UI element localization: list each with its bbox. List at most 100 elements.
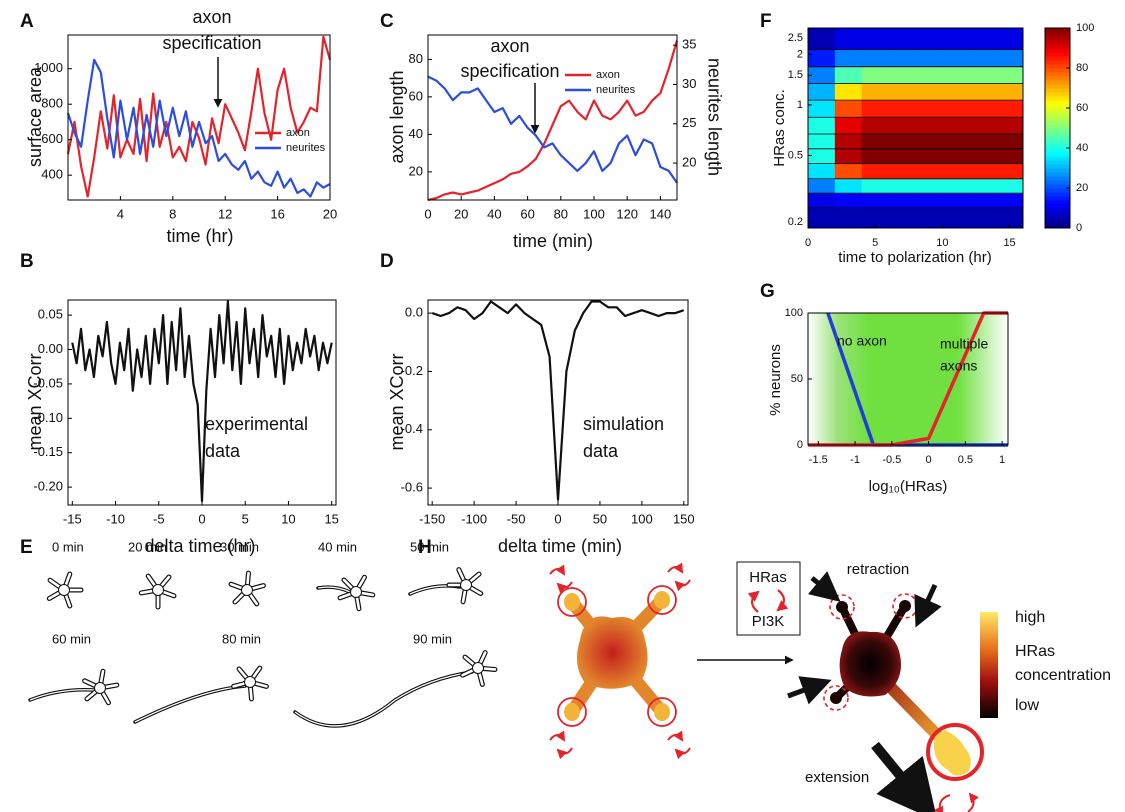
heatmap-cell: [996, 49, 1024, 68]
colorbar-step: [1045, 112, 1070, 117]
heatmap-cell: [942, 100, 970, 118]
heatmap-cell: [996, 134, 1024, 150]
tip-ring: [557, 697, 587, 727]
heatmap-cell: [996, 66, 1024, 84]
axon-outline: [133, 684, 247, 724]
panel-letter: H: [418, 537, 432, 558]
heatmap-cell: [861, 193, 890, 209]
heatmap-cell: [996, 100, 1024, 118]
x-tick-label: -50: [507, 511, 526, 526]
heatmap-cell: [915, 134, 943, 150]
y-axis-label: surface area: [25, 66, 45, 167]
heatmap-cell: [834, 163, 863, 180]
heatmap-cell: [808, 178, 836, 194]
heatmap-cell: [888, 178, 916, 194]
x-tick-label: 15: [1003, 237, 1015, 249]
colorbar-step: [1045, 36, 1070, 41]
heatmap-cell: [888, 83, 916, 101]
heatmap-cell: [996, 83, 1024, 101]
cycle-arrow: [556, 581, 573, 594]
y-axis-label: mean XCorr: [25, 353, 45, 450]
time-label: 60 min: [52, 631, 91, 646]
x-axis-label: time (min): [513, 231, 593, 251]
y-tick-label: 600: [41, 131, 63, 146]
colorbar-step: [1045, 56, 1070, 61]
colorbar-step: [1045, 76, 1070, 81]
heatmap-cell: [915, 178, 943, 194]
y-tick-label: 0: [797, 439, 803, 451]
neurite-tip: [564, 593, 580, 611]
heatmap-cell: [942, 178, 970, 194]
heatmap-cell: [888, 148, 916, 165]
y-tick-label: 0.0: [405, 305, 423, 320]
neurite-tip: [654, 703, 670, 721]
soma: [58, 584, 70, 596]
heatmap-cell: [915, 28, 943, 51]
x-tick-label: -10: [106, 511, 125, 526]
heatmap-cell: [888, 163, 916, 180]
annotation: axons: [940, 358, 977, 374]
panel-letter: E: [20, 537, 33, 558]
heatmap-cell: [808, 163, 836, 180]
legend-label: neurites: [286, 142, 326, 154]
x-tick-label: 8: [169, 206, 176, 221]
loop-arrow: [747, 590, 760, 613]
x-tick-label: -5: [153, 511, 165, 526]
heatmap-cell: [996, 207, 1024, 229]
colorbar-step: [1045, 152, 1070, 157]
cycle-arrow: [667, 730, 684, 742]
heatmap-cell: [834, 193, 863, 209]
time-label: 90 min: [413, 631, 452, 646]
y-tick-label: -0.4: [401, 421, 423, 436]
annotation: multiple: [940, 336, 988, 352]
legend-low: low: [1015, 697, 1039, 714]
heatmap-cell: [942, 117, 970, 135]
colorbar-step: [1045, 60, 1070, 65]
heatmap-cell: [834, 117, 863, 135]
neuron-sketch: [293, 650, 498, 728]
heatmap-cell: [969, 117, 997, 135]
heatmap-cell: [915, 83, 943, 101]
colorbar-step: [1045, 148, 1070, 153]
retraction-arrow: [787, 676, 832, 705]
y-tick-label: 1.5: [788, 69, 803, 81]
heatmap-cell: [942, 193, 970, 209]
neuron-sketch: [316, 574, 376, 612]
soma-right: [839, 631, 901, 697]
heatmap-cell: [996, 28, 1024, 51]
panel-letter: A: [20, 11, 34, 32]
neurite-tip: [830, 692, 842, 704]
colorbar-step: [1045, 168, 1070, 173]
heatmap-cell: [808, 28, 836, 51]
heatmap-cell: [888, 66, 916, 84]
y-tick-label: 2: [797, 48, 803, 60]
colorbar-step: [1045, 136, 1070, 141]
cycle-arrow: [549, 564, 566, 576]
colorbar-step: [1045, 120, 1070, 125]
colorbar-frame: [1044, 27, 1071, 229]
box-label: PI3K: [752, 613, 785, 630]
heatmap-cell: [808, 83, 836, 101]
colorbar-step: [1045, 44, 1070, 49]
colorbar-step: [1045, 52, 1070, 57]
cycle-arrow: [556, 747, 573, 760]
heatmap-cell: [808, 117, 836, 135]
colorbar-step: [1045, 100, 1070, 105]
heatmap-cell: [834, 66, 863, 84]
heatmap-cell: [915, 207, 943, 229]
x-tick-label: 20: [454, 206, 468, 221]
line-series: [431, 300, 685, 501]
x-tick-label: 10: [281, 511, 295, 526]
annotation: specification: [162, 33, 261, 53]
x-tick-label: 15: [324, 511, 338, 526]
colorbar-step: [1045, 156, 1070, 161]
colorbar-step: [1045, 164, 1070, 169]
heatmap-cell: [969, 66, 997, 84]
y-tick-label: 0.2: [788, 216, 803, 228]
colorbar-step: [1045, 188, 1070, 193]
colorbar-step: [1045, 196, 1070, 201]
colorbar-step: [1045, 48, 1070, 53]
line-series: [66, 35, 332, 198]
tip-ring: [829, 594, 855, 620]
x-tick-label: 0: [926, 454, 932, 466]
